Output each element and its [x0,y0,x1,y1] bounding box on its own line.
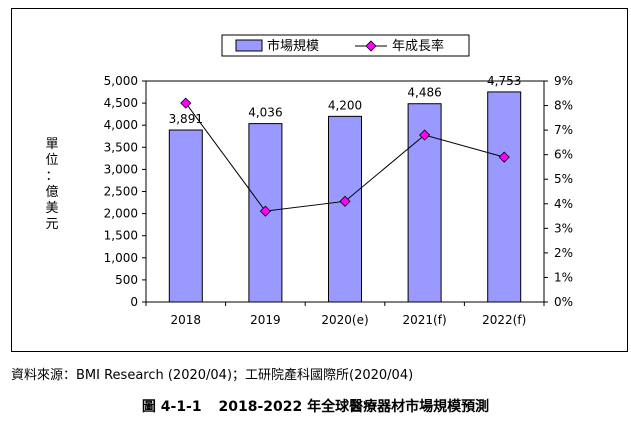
y-right-tick-label: 6% [554,148,573,162]
x-tick-label: 2021(f) [403,313,447,327]
y-left-tick-label: 1,000 [104,251,138,265]
x-tick-label: 2020(e) [321,313,368,327]
y-left-tick-label: 0 [130,295,138,309]
y-left-tick-label: 3,500 [104,140,138,154]
bar-market-size [248,123,283,303]
legend-bar-swatch [235,39,263,52]
legend-line-marker [365,40,377,52]
chart: 0 500 1,000 1,500 2,000 2,500 3,000 3,500 4,000 4… [104,34,573,327]
growth-rate-point [498,151,510,163]
y-right-tick-label: 9% [554,74,573,88]
y-right-tick-label: 7% [554,123,573,137]
y-right-tick-label: 0% [554,295,573,309]
legend-box [221,34,470,57]
legend-bar-label: 市場規模 [267,38,319,54]
bar-market-size [168,129,203,303]
y-right-tick-label: 4% [554,197,573,211]
x-tick-label: 2018 [171,313,202,327]
legend-line-label: 年成長率 [392,38,444,54]
figure-number: 圖 4-1-1 [141,399,202,415]
y-right-tick-label: 8% [554,99,573,113]
source-note: 資料來源：BMI Research (2020/04)；工研院產科國際所(202… [11,368,414,383]
y-right-tick-label: 1% [554,270,573,284]
figure-caption: 圖 4-1-1 2018-2022 年全球醫療器材市場規模預測 [0,396,631,416]
y-axis-title: 單位：億美元 [45,137,59,232]
y-left-tick-label: 4,500 [104,96,138,110]
legend: 市場規模 年成長率 [221,34,470,57]
y-right-tick-label: 3% [554,221,573,235]
y-left-tick-label: 500 [115,273,138,287]
y-right-tick-label: 5% [554,172,573,186]
y-left-tick-label: 1,500 [104,229,138,243]
y-left-tick-label: 4,000 [104,118,138,132]
y-right-tick-label: 2% [554,246,573,260]
growth-rate-point [419,129,431,141]
y-left-tick-label: 5,000 [104,74,138,88]
bar-market-size [328,115,362,303]
bar-data-label: 4,753 [487,74,521,88]
y-left-tick-label: 2,500 [104,185,138,199]
growth-rate-point [180,97,192,109]
x-tick-label: 2022(f) [482,313,526,327]
bar-market-size [487,91,522,303]
y-left-tick-label: 3,000 [104,162,138,176]
bar-data-label: 4,200 [328,98,362,112]
plot-area: 0 500 1,000 1,500 2,000 2,500 3,000 3,500 4,000 4… [104,74,573,327]
y-left-tick-label: 2,000 [104,207,138,221]
x-tick-label: 2019 [250,313,281,327]
figure-title: 2018-2022 年全球醫療器材市場規模預測 [218,399,490,415]
growth-rate-point [259,205,271,217]
bar-data-label: 4,036 [248,106,282,120]
growth-rate-point [339,195,351,207]
bar-data-label: 4,486 [407,86,441,100]
chart-frame [11,8,628,352]
